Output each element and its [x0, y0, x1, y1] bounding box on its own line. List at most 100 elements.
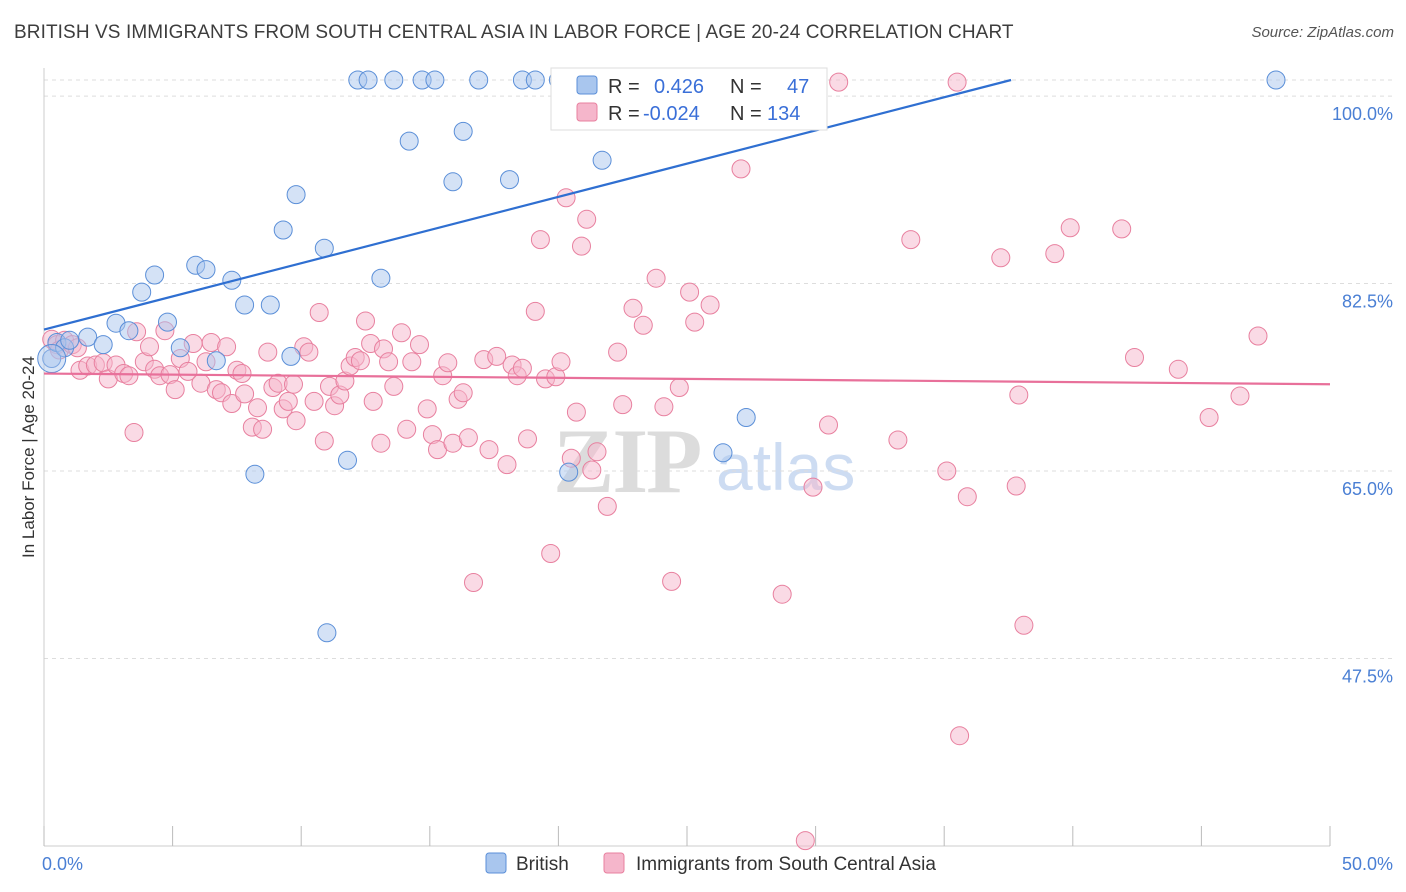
x-tick-label-end: 50.0%: [1342, 854, 1393, 874]
legend-immigrants-n-label: N =: [730, 103, 762, 125]
immigrant-point: [613, 395, 633, 415]
immigrant-point: [1014, 615, 1034, 635]
immigrant-point: [795, 831, 815, 851]
immigrant-point: [525, 301, 545, 321]
immigrant-point: [512, 358, 532, 378]
immigrant-point: [947, 72, 967, 92]
legend-swatch-immigrants: [576, 102, 598, 122]
british-point: [60, 330, 80, 350]
immigrant-point: [248, 398, 267, 418]
immigrant-point: [384, 376, 404, 396]
british-point: [206, 351, 226, 371]
immigrant-point: [438, 353, 458, 373]
y-tick-labels: 47.5% 65.0% 82.5% 100.0%: [1332, 104, 1393, 686]
british-point: [78, 327, 98, 347]
british-point: [158, 312, 177, 332]
british-point: [235, 295, 255, 315]
british-points: [37, 70, 1286, 643]
british-point: [736, 408, 756, 427]
immigrant-point: [518, 429, 537, 449]
immigrant-point: [397, 419, 417, 439]
bottom-legend-british-label: British: [516, 854, 569, 875]
legend-british-r-value: 0.426: [654, 76, 704, 98]
immigrant-point: [587, 442, 607, 462]
immigrant-point: [608, 342, 628, 362]
immigrant-point: [623, 298, 643, 318]
legend-british-n-value: 47: [787, 76, 809, 98]
immigrant-point: [888, 430, 908, 450]
immigrant-point: [700, 295, 720, 315]
y-tick-label: 100.0%: [1332, 104, 1393, 124]
immigrant-point: [662, 571, 682, 591]
immigrant-point: [633, 315, 653, 335]
legend-swatch-british: [576, 75, 598, 95]
immigrant-point: [371, 433, 391, 453]
immigrant-point: [530, 230, 550, 250]
immigrant-point: [410, 335, 429, 355]
immigrant-point: [1006, 476, 1026, 496]
y-tick-label: 82.5%: [1342, 292, 1393, 312]
x-tick-label-start: 0.0%: [42, 854, 83, 874]
british-point: [196, 260, 216, 280]
british-point: [281, 346, 301, 366]
immigrant-point: [479, 440, 499, 460]
immigrant-point: [829, 72, 849, 92]
immigrant-point: [556, 188, 576, 208]
immigrant-point: [356, 311, 375, 331]
immigrant-point: [1168, 359, 1188, 379]
immigrant-point: [124, 423, 144, 442]
legend-immigrants-n-value: 134: [767, 103, 800, 125]
british-point: [713, 443, 733, 463]
immigrant-points: [42, 72, 1268, 851]
immigrant-point: [392, 323, 411, 343]
immigrant-point: [178, 361, 198, 381]
series-legend: British Immigrants from South Central As…: [485, 852, 936, 875]
immigrant-point: [1112, 219, 1132, 239]
immigrant-point: [1199, 408, 1219, 427]
immigrant-point: [685, 312, 705, 332]
immigrant-point: [731, 159, 751, 179]
british-point: [273, 220, 293, 240]
bottom-legend-swatch-british: [485, 852, 507, 874]
british-point: [399, 131, 419, 151]
immigrant-point: [654, 397, 674, 417]
immigrant-point: [1060, 218, 1080, 238]
legend-immigrants-r-label: R =: [608, 103, 640, 125]
british-point: [500, 170, 519, 190]
immigrant-point: [464, 573, 483, 592]
immigrant-point: [278, 391, 298, 411]
y-tick-label: 65.0%: [1342, 479, 1393, 499]
british-point: [260, 295, 280, 315]
immigrant-point: [1230, 386, 1250, 406]
immigrant-point: [284, 374, 303, 394]
immigrant-point: [680, 282, 700, 302]
british-point: [384, 70, 404, 90]
chart-title: BRITISH VS IMMIGRANTS FROM SOUTH CENTRAL…: [14, 22, 1014, 43]
immigrant-point: [402, 352, 422, 372]
immigrant-point: [950, 726, 970, 746]
immigrant-point: [299, 342, 319, 362]
immigrant-point: [222, 394, 242, 413]
immigrant-point: [497, 455, 517, 475]
stats-legend: R = 0.426 N = 47 R = -0.024 N = 134: [550, 67, 828, 131]
british-point: [469, 70, 489, 90]
immigrant-point: [1248, 326, 1268, 346]
immigrant-point: [165, 380, 185, 400]
british-point: [245, 464, 265, 484]
british-point: [286, 185, 306, 205]
british-point: [525, 70, 545, 90]
british-point: [592, 150, 612, 170]
immigrant-point: [772, 584, 792, 604]
british-point: [132, 282, 152, 302]
source-label: Source: ZipAtlas.com: [1251, 24, 1394, 41]
bottom-legend-swatch-immigrants: [603, 852, 625, 874]
immigrant-point: [803, 477, 823, 497]
immigrant-point: [458, 428, 478, 448]
immigrant-point: [314, 431, 334, 451]
immigrant-point: [597, 496, 617, 516]
british-point: [1266, 70, 1286, 90]
legend-immigrants-r-value: -0.024: [643, 103, 700, 125]
british-point: [338, 450, 357, 470]
immigrant-point: [235, 384, 255, 404]
british-point: [145, 265, 165, 285]
